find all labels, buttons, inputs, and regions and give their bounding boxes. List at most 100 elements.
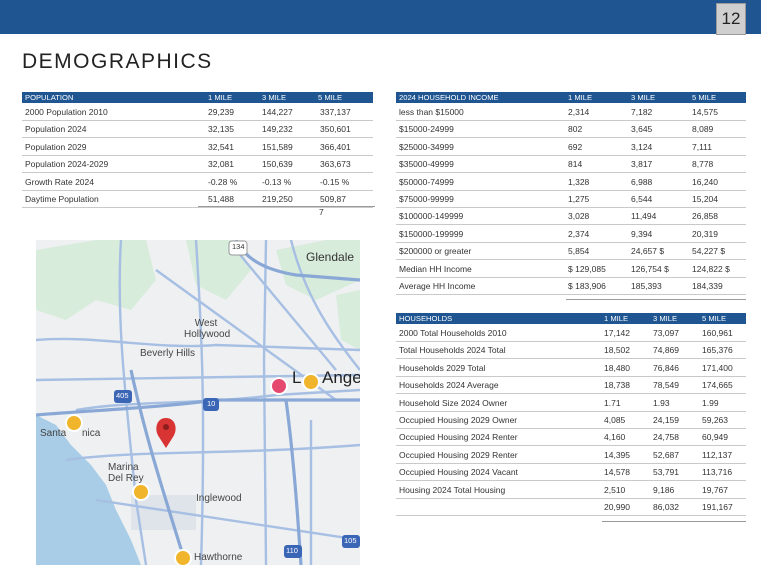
header-3mile: 3 MILE [262, 93, 287, 102]
value-3-mile: 53,791 [653, 467, 679, 478]
table-row: Total Households 2024 Total 18,502 74,869 1… [396, 342, 746, 360]
row-label: $25000-34999 [399, 141, 454, 152]
location-pin-icon[interactable] [156, 418, 176, 448]
value-1-mile: 2,314 [568, 107, 590, 117]
value-1-mile: 32,081 [208, 159, 234, 170]
value-5-mile: 20,319 [692, 228, 718, 239]
page-number: 12 [716, 3, 746, 35]
row-label: Average HH Income [399, 281, 476, 291]
header-1mile: 1 MILE [568, 93, 593, 102]
value-3-mile: 76,846 [653, 362, 679, 373]
table-row: $35000-49999 814 3,817 8,778 [396, 156, 746, 174]
value-5-mile: 14,575 [692, 107, 718, 117]
shield-10: 10 [207, 399, 216, 408]
row-divider [396, 375, 746, 377]
table-row: Households 2029 Total 18,480 76,846 171,400 [396, 360, 746, 377]
value-5-mile: 15,204 [692, 194, 718, 204]
row-divider [396, 428, 746, 429]
table-row: Population 2024 32,135 149,232 350,601 [22, 121, 373, 139]
header-5mile: 5 MILE [318, 93, 343, 102]
row-divider [22, 154, 373, 156]
value-5-mile: 59,263 [702, 415, 728, 425]
star-marker-icon[interactable] [174, 549, 192, 565]
value-3-mile: 7,182 [631, 107, 653, 117]
location-map[interactable]: 134 405 10 110 105 Glendale West Hollywo… [36, 240, 360, 565]
row-label: Households 2029 Total [399, 362, 486, 373]
value-5-mile: 350,601 [320, 124, 351, 135]
row-label: Housing 2024 Total Housing [399, 484, 506, 495]
value-3-mile: 24,657 $ [631, 246, 665, 257]
value-1-mile: 14,578 [604, 467, 630, 478]
table-header: POPULATION 1 MILE 3 MILE 5 MILE [22, 92, 373, 103]
row-divider [396, 445, 746, 447]
row-label: $15000-24999 [399, 124, 454, 135]
value-1-mile: 14,395 [604, 449, 630, 460]
table-row: Occupied Housing 2024 Renter 4,160 24,758 6… [396, 429, 746, 447]
label-los-angeles-l: L [292, 368, 302, 387]
table-end-line [566, 299, 746, 300]
row-divider [396, 358, 746, 360]
value-5-mile: 7,111 [692, 141, 713, 152]
label-los-angeles-rest: Ange [322, 368, 360, 387]
value-1-mile: 814 [568, 159, 583, 170]
star-marker-icon[interactable] [132, 483, 150, 501]
table-row: 20,990 86,032 191,167 [396, 499, 746, 516]
table-row: Households 2024 Average 18,738 78,549 174,6… [396, 377, 746, 395]
value-3-mile: 24,758 [653, 432, 679, 443]
row-label: Population 2024 [25, 124, 87, 135]
table-row: $25000-34999 692 3,124 7,111 [396, 139, 746, 156]
value-1-mile: 17,142 [604, 328, 630, 338]
table-row: $100000-149999 3,028 11,494 26,858 [396, 208, 746, 226]
value-1-mile: 4,160 [604, 432, 626, 443]
value-3-mile: 151,589 [262, 141, 293, 152]
overflow-digit: 7 [319, 207, 324, 217]
table-row: Occupied Housing 2029 Renter 14,395 52,687… [396, 447, 746, 464]
header-5mile: 5 MILE [692, 93, 717, 102]
households-table: HOUSEHOLDS 1 MILE 3 MILE 5 MILE 2000 Tot… [396, 313, 746, 525]
value-5-mile: 19,767 [702, 484, 728, 495]
value-5-mile: 112,137 [702, 449, 733, 460]
value-3-mile: 3,124 [631, 141, 653, 152]
label-santa: Santa [40, 428, 67, 439]
table-row: Occupied Housing 2029 Owner 4,085 24,159 59… [396, 412, 746, 429]
star-marker-icon[interactable] [65, 414, 83, 432]
row-label: Occupied Housing 2024 Vacant [399, 467, 518, 478]
shield-405: 405 [116, 391, 129, 400]
value-1-mile: 18,480 [604, 362, 630, 373]
page-title: DEMOGRAPHICS [22, 50, 213, 73]
row-label: Household Size 2024 Owner [399, 397, 508, 408]
row-divider [396, 393, 746, 395]
table-row: $150000-199999 2,374 9,394 20,319 [396, 226, 746, 243]
value-5-mile: 160,961 [702, 328, 733, 338]
value-5-mile: 60,949 [702, 432, 728, 443]
value-3-mile: 24,159 [653, 415, 679, 425]
heart-marker-icon[interactable] [270, 377, 288, 395]
value-5-mile: 363,673 [320, 159, 351, 170]
value-3-mile: 1.93 [653, 397, 670, 408]
row-divider [22, 120, 373, 121]
value-3-mile: 149,232 [262, 124, 293, 135]
value-1-mile: 2,374 [568, 228, 590, 239]
row-label: Population 2029 [25, 141, 87, 152]
value-3-mile: 185,393 [631, 281, 662, 291]
row-label: Median HH Income [399, 263, 472, 274]
household-income-table: 2024 HOUSEHOLD INCOME 1 MILE 3 MILE 5 MI… [396, 92, 746, 302]
value-1-mile: 20,990 [604, 502, 630, 512]
row-label: Households 2024 Average [399, 380, 499, 391]
table-row: Occupied Housing 2024 Vacant 14,578 53,791… [396, 464, 746, 482]
row-divider [396, 515, 746, 516]
population-table: POPULATION 1 MILE 3 MILE 5 MILE 7 2000 P… [22, 92, 375, 222]
row-label: 2000 Total Households 2010 [399, 328, 507, 338]
value-3-mile: 3,645 [631, 124, 653, 135]
label-marina-del-rey: Marina Del Rey [108, 462, 144, 484]
row-label: $100000-149999 [399, 211, 464, 222]
value-5-mile: 165,376 [702, 345, 733, 356]
row-label: Occupied Housing 2024 Renter [399, 432, 518, 443]
value-1-mile: 18,502 [604, 345, 630, 356]
header-3mile: 3 MILE [653, 314, 678, 323]
row-divider [396, 172, 746, 174]
row-divider [396, 294, 746, 295]
table-row: Population 2024-2029 32,081 150,639 363,673 [22, 156, 373, 174]
star-marker-icon[interactable] [302, 373, 320, 391]
value-5-mile: 124,822 $ [692, 263, 730, 274]
